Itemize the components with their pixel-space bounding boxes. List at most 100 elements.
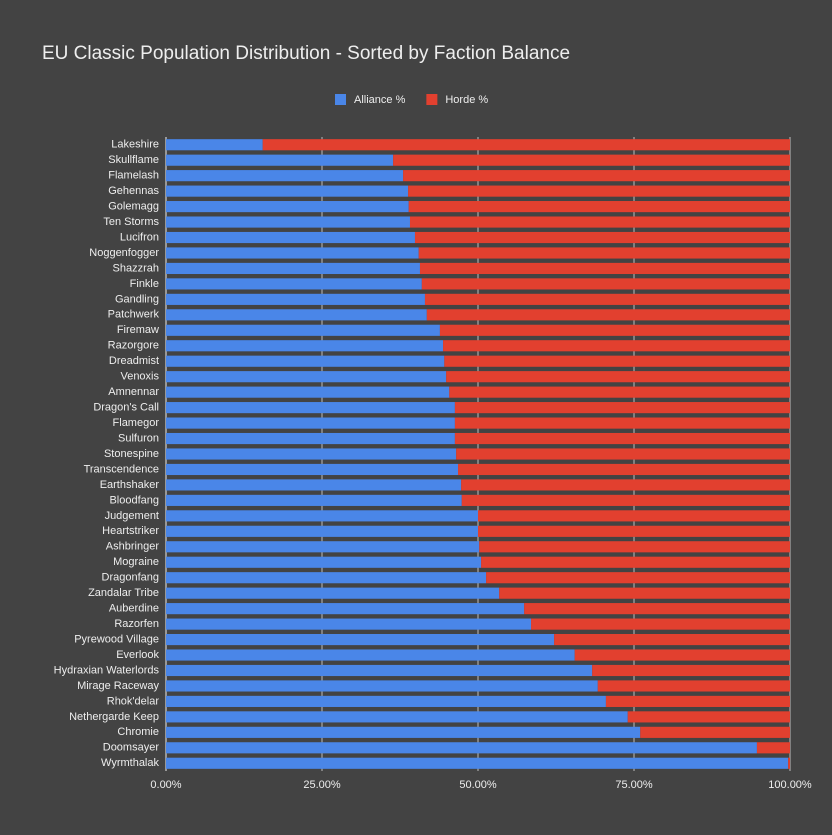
y-tick-label: Auberdine (109, 603, 159, 615)
y-tick-label: Ten Storms (103, 216, 159, 228)
bar-segment (408, 201, 790, 213)
y-tick-label: Doomsayer (103, 742, 160, 754)
bar-segment (426, 309, 790, 321)
bar-segment (444, 355, 790, 367)
bar-segment (166, 587, 500, 599)
bar-segment (166, 231, 415, 244)
legend-swatch (335, 94, 346, 105)
bar-segment (166, 201, 409, 213)
bar-segment (166, 324, 440, 336)
y-tick-label: Stonespine (104, 448, 159, 460)
bar-segment (166, 711, 628, 723)
y-tick-label: Hydraxian Waterlords (54, 664, 160, 676)
bar-segment (166, 309, 427, 321)
bar-segment (478, 510, 790, 522)
bar-segment (166, 262, 420, 275)
y-tick-label: Ashbringer (106, 541, 160, 553)
y-tick-label: Chromie (117, 726, 159, 738)
bar-segment (166, 572, 487, 584)
y-tick-label: Transcendence (84, 463, 159, 475)
bar-segment (640, 726, 790, 738)
x-tick-label: 75.00% (615, 779, 653, 791)
bar-segment (424, 293, 790, 305)
y-tick-label: Dreadmist (109, 355, 159, 367)
bar-segment (393, 154, 790, 166)
bar-segment (461, 479, 790, 491)
bar-segment (408, 185, 790, 197)
bar-segment (166, 432, 455, 445)
x-tick-label: 25.00% (303, 779, 341, 791)
bar-segment (454, 432, 790, 445)
bar-segment (166, 633, 555, 646)
x-tick-label: 0.00% (150, 779, 181, 791)
bar-segment (166, 494, 462, 506)
y-tick-label: Lakeshire (111, 139, 159, 151)
bar-segment (166, 757, 789, 769)
y-tick-label: Gehennas (108, 185, 159, 197)
bar-segment (166, 695, 606, 707)
y-tick-label: Bloodfang (109, 494, 159, 506)
bar-segment (456, 448, 790, 460)
legend-swatch (426, 94, 438, 105)
bar-segment (166, 417, 455, 429)
bar-segment (443, 340, 790, 352)
legend-label: Horde % (445, 94, 488, 106)
bar-segment (403, 170, 790, 182)
y-tick-label: Dragonfang (102, 572, 160, 584)
y-tick-label: Nethergarde Keep (69, 711, 159, 723)
y-tick-label: Rhok'delar (107, 695, 160, 707)
y-tick-label: Amnennar (108, 386, 159, 398)
bar-segment (414, 231, 790, 244)
bar-segment (439, 324, 790, 336)
bar-segment (454, 402, 790, 414)
y-tick-label: Skullflame (108, 154, 159, 166)
bar-segment (166, 541, 480, 553)
y-tick-label: Gandling (115, 293, 159, 305)
y-tick-label: Earthshaker (100, 479, 160, 491)
bar-segment (461, 494, 790, 506)
y-tick-label: Wyrmthalak (101, 757, 159, 769)
bar-segment (605, 695, 790, 707)
bar-segment (418, 247, 790, 259)
x-tick-label: 50.00% (459, 779, 497, 791)
bar-segment (524, 603, 790, 615)
y-tick-label: Mirage Raceway (77, 680, 159, 692)
bar-segment (409, 216, 790, 228)
bar-segment (166, 525, 478, 537)
y-tick-label: Everlook (116, 649, 159, 661)
y-tick-label: Razorgore (108, 340, 159, 352)
x-tick-label: 100.00% (768, 779, 812, 791)
y-tick-label: Flamelash (108, 170, 159, 182)
y-tick-label: Zandalar Tribe (88, 587, 159, 599)
y-tick-label: Mograine (113, 556, 159, 568)
bar-segment (788, 757, 790, 769)
bar-segment (481, 556, 790, 568)
bar-segment (166, 402, 455, 414)
bar-segment (166, 355, 445, 367)
y-tick-label: Firemaw (117, 324, 159, 336)
bar-segment (166, 649, 575, 661)
y-tick-label: Venoxis (120, 371, 159, 383)
y-tick-label: Heartstriker (102, 525, 159, 537)
y-tick-label: Shazzrah (113, 262, 159, 274)
bar-segment (166, 154, 394, 166)
bar-segment (499, 587, 790, 599)
bar-segment (166, 371, 447, 383)
bar-segment (166, 664, 593, 677)
y-tick-label: Lucifron (120, 231, 159, 243)
bar-segment (166, 293, 425, 305)
bar-segment (554, 633, 790, 646)
bar-segment (166, 618, 532, 630)
bar-segment (166, 463, 459, 476)
bar-segment (166, 278, 422, 290)
bar-segment (592, 664, 790, 677)
y-tick-label: Razorfen (114, 618, 159, 630)
bar-segment (486, 572, 790, 584)
bar-segment (449, 386, 790, 398)
bar-segment (531, 618, 790, 630)
y-tick-label: Golemagg (108, 200, 159, 212)
y-tick-label: Finkle (130, 278, 159, 290)
bar-segment (166, 139, 263, 151)
y-tick-label: Patchwerk (108, 309, 160, 321)
